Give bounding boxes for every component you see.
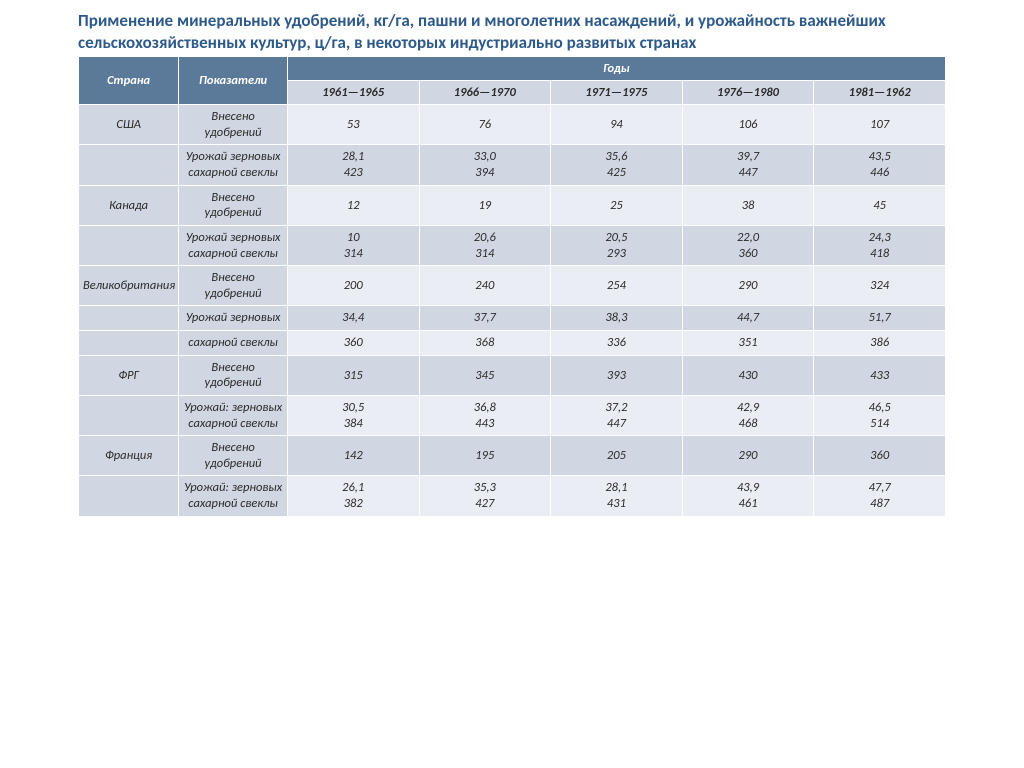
cell-indicator: Урожай: зерновых сахарной свеклы (179, 395, 288, 435)
cell-value: 43,9461 (682, 476, 814, 516)
cell-value: 19 (419, 185, 551, 225)
table-row: ФранцияВнесено удобрений142195205290360 (79, 436, 946, 476)
cell-value: 360 (287, 331, 419, 356)
cell-value: 336 (551, 331, 683, 356)
cell-value: 368 (419, 331, 551, 356)
cell-value: 42,9468 (682, 395, 814, 435)
cell-value: 324 (814, 266, 946, 306)
table-row: Урожай: зерновых сахарной свеклы30,53843… (79, 395, 946, 435)
cell-indicator: Внесено удобрений (179, 185, 288, 225)
cell-value: 20,6314 (419, 225, 551, 265)
cell-country: США (79, 105, 179, 145)
cell-country (79, 331, 179, 356)
th-year: 1976—1980 (682, 81, 814, 105)
cell-value: 205 (551, 436, 683, 476)
cell-indicator: Урожай: зерновых сахарной свеклы (179, 476, 288, 516)
cell-country: Канада (79, 185, 179, 225)
table-row: Урожай зерновых сахарной свеклы28,142333… (79, 145, 946, 185)
cell-value: 386 (814, 331, 946, 356)
cell-value: 47,7487 (814, 476, 946, 516)
cell-value: 430 (682, 355, 814, 395)
th-year: 1966—1970 (419, 81, 551, 105)
th-years-group: Годы (287, 57, 945, 81)
cell-indicator: Внесено удобрений (179, 105, 288, 145)
table-row: Урожай зерновых34,437,738,344,751,7 (79, 306, 946, 331)
th-year: 1981—1962 (814, 81, 946, 105)
cell-value: 44,7 (682, 306, 814, 331)
table-row: ФРГВнесено удобрений315345393430433 (79, 355, 946, 395)
cell-country: Франция (79, 436, 179, 476)
table-row: сахарной свеклы360368336351386 (79, 331, 946, 356)
cell-value: 28,1431 (551, 476, 683, 516)
table-row: Урожай: зерновых сахарной свеклы26,13823… (79, 476, 946, 516)
cell-value: 26,1382 (287, 476, 419, 516)
cell-value: 240 (419, 266, 551, 306)
page-title: Применение минеральных удобрений, кг/га,… (78, 10, 946, 54)
cell-value: 33,0394 (419, 145, 551, 185)
cell-value: 28,1423 (287, 145, 419, 185)
cell-value: 30,5384 (287, 395, 419, 435)
cell-value: 22,0360 (682, 225, 814, 265)
cell-country (79, 395, 179, 435)
cell-value: 12 (287, 185, 419, 225)
cell-country (79, 306, 179, 331)
cell-value: 360 (814, 436, 946, 476)
cell-value: 195 (419, 436, 551, 476)
cell-country (79, 476, 179, 516)
th-indicators: Показатели (179, 57, 288, 105)
cell-value: 35,6425 (551, 145, 683, 185)
cell-indicator: Внесено удобрений (179, 436, 288, 476)
cell-value: 20,5293 (551, 225, 683, 265)
cell-country: ФРГ (79, 355, 179, 395)
cell-country (79, 145, 179, 185)
cell-country: Великобритания (79, 266, 179, 306)
th-year: 1961—1965 (287, 81, 419, 105)
cell-value: 94 (551, 105, 683, 145)
cell-value: 107 (814, 105, 946, 145)
table-row: СШАВнесено удобрений537694106107 (79, 105, 946, 145)
cell-value: 34,4 (287, 306, 419, 331)
cell-value: 37,7 (419, 306, 551, 331)
cell-value: 76 (419, 105, 551, 145)
cell-value: 38,3 (551, 306, 683, 331)
cell-value: 200 (287, 266, 419, 306)
cell-value: 35,3427 (419, 476, 551, 516)
th-year: 1971—1975 (551, 81, 683, 105)
cell-country (79, 225, 179, 265)
cell-indicator: Урожай зерновых сахарной свеклы (179, 225, 288, 265)
cell-value: 393 (551, 355, 683, 395)
cell-value: 53 (287, 105, 419, 145)
cell-value: 254 (551, 266, 683, 306)
data-table: Страна Показатели Годы 1961—1965 1966—19… (78, 56, 946, 517)
cell-value: 38 (682, 185, 814, 225)
cell-indicator: сахарной свеклы (179, 331, 288, 356)
cell-value: 10314 (287, 225, 419, 265)
cell-value: 433 (814, 355, 946, 395)
cell-value: 37,2447 (551, 395, 683, 435)
table-row: Урожай зерновых сахарной свеклы1031420,6… (79, 225, 946, 265)
cell-value: 24,3418 (814, 225, 946, 265)
cell-value: 43,5446 (814, 145, 946, 185)
cell-value: 106 (682, 105, 814, 145)
table-row: ВеликобританияВнесено удобрений200240254… (79, 266, 946, 306)
cell-value: 345 (419, 355, 551, 395)
cell-value: 51,7 (814, 306, 946, 331)
cell-indicator: Внесено удобрений (179, 266, 288, 306)
cell-indicator: Урожай зерновых сахарной свеклы (179, 145, 288, 185)
cell-value: 25 (551, 185, 683, 225)
cell-value: 290 (682, 436, 814, 476)
cell-value: 315 (287, 355, 419, 395)
table-row: КанадаВнесено удобрений1219253845 (79, 185, 946, 225)
cell-value: 46,5514 (814, 395, 946, 435)
cell-value: 351 (682, 331, 814, 356)
cell-indicator: Внесено удобрений (179, 355, 288, 395)
cell-indicator: Урожай зерновых (179, 306, 288, 331)
cell-value: 290 (682, 266, 814, 306)
th-country: Страна (79, 57, 179, 105)
cell-value: 45 (814, 185, 946, 225)
cell-value: 39,7447 (682, 145, 814, 185)
cell-value: 36,8443 (419, 395, 551, 435)
cell-value: 142 (287, 436, 419, 476)
